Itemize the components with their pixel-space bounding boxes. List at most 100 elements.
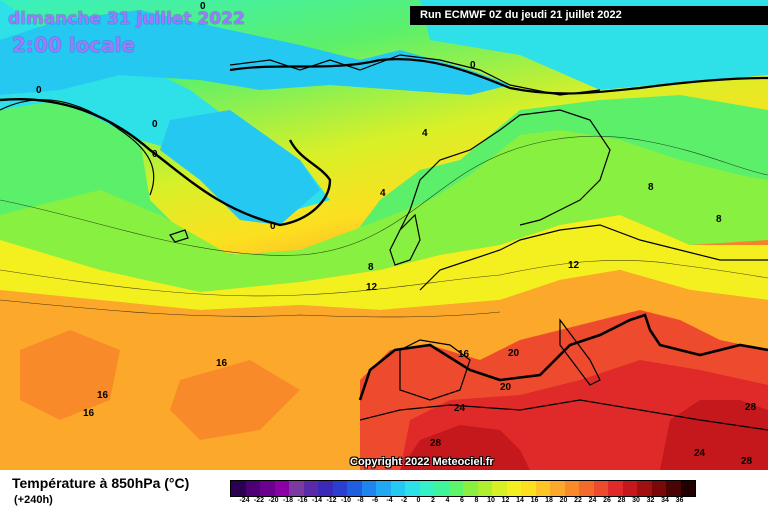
- color-scale-tick: 10: [487, 497, 495, 504]
- color-scale-tick: -14: [311, 497, 323, 504]
- isotherm-label: 16: [83, 408, 95, 419]
- isotherm-label: 0: [152, 119, 158, 130]
- color-swatch: [332, 481, 347, 496]
- isotherm-label: 28: [741, 456, 753, 467]
- isotherm-label: 8: [368, 262, 374, 273]
- yellow-zone: [0, 215, 768, 310]
- color-scale-tick: 30: [632, 497, 640, 504]
- isotherm-label: 24: [694, 448, 706, 459]
- scandinavia-coast: [399, 109, 611, 231]
- warm-cell-mid: [170, 360, 300, 440]
- color-swatch: [419, 481, 434, 496]
- color-scale-tick: -16: [297, 497, 308, 504]
- color-scale-tick: 32: [646, 497, 655, 504]
- color-swatch: [245, 481, 260, 496]
- very-cold-zone-north: [0, 10, 510, 95]
- legend-title: Température à 850hPa (°C): [12, 475, 190, 491]
- africa-coast: [359, 399, 768, 431]
- extreme-hot-zone: [400, 425, 530, 470]
- isotherm-label: 12: [568, 260, 580, 271]
- color-scale: [230, 480, 696, 497]
- very-cold-zone: [160, 110, 320, 225]
- color-swatch: [622, 481, 637, 496]
- color-swatch: [347, 481, 362, 496]
- color-swatch: [593, 481, 608, 496]
- color-scale-tick: -20: [268, 497, 279, 504]
- color-swatch: [521, 481, 536, 496]
- color-scale-tick: 20: [559, 497, 568, 504]
- color-scale-tick: -12: [326, 497, 337, 504]
- color-swatch: [608, 481, 623, 496]
- color-scale-tick: 26: [603, 497, 611, 504]
- color-scale-tick: 8: [474, 497, 479, 504]
- color-swatch: [637, 481, 652, 496]
- color-swatch: [579, 481, 594, 496]
- isotherm-label: 24: [454, 403, 466, 414]
- color-swatch: [405, 481, 420, 496]
- color-swatch: [231, 481, 246, 496]
- color-swatch: [680, 481, 695, 496]
- color-swatch: [506, 481, 521, 496]
- color-swatch: [492, 481, 507, 496]
- color-swatch: [376, 481, 391, 496]
- color-swatch: [666, 481, 681, 496]
- color-scale-tick: 2: [431, 497, 435, 504]
- color-scale-tick: 14: [516, 497, 524, 504]
- isotherm-thin: [0, 136, 768, 318]
- color-scale-tick: -10: [340, 497, 352, 504]
- isotherm-label: 8: [648, 182, 654, 193]
- color-scale-tick: -18: [282, 497, 294, 504]
- isotherm-label: 0: [36, 85, 42, 96]
- temperature-map: 0 0 0 0 0 0 4 4 8 8 8 12 12 16 16 16 16 …: [0, 0, 768, 470]
- color-scale-tick: -22: [253, 497, 265, 504]
- color-scale-tick: -2: [400, 497, 408, 504]
- isotherm-label: 0: [152, 149, 158, 160]
- color-scale-tick: -24: [239, 497, 250, 504]
- model-run-banner: Run ECMWF 0Z du jeudi 21 juillet 2022: [410, 6, 768, 25]
- isotherm-label: 0: [270, 221, 276, 232]
- color-scale-tick: 36: [675, 497, 684, 504]
- legend-subtitle: (+240h): [14, 494, 53, 506]
- light-green-zone: [0, 130, 768, 292]
- color-swatch: [448, 481, 463, 496]
- color-swatch: [289, 481, 304, 496]
- isotherm-label: 16: [97, 390, 109, 401]
- color-scale-tick: 12: [501, 497, 510, 504]
- color-swatch: [550, 481, 565, 496]
- isotherm-20: [358, 313, 768, 401]
- color-swatch: [564, 481, 579, 496]
- color-scale-tick: 28: [617, 497, 626, 504]
- forecast-time: 2:00 locale: [12, 33, 136, 57]
- color-scale-tick: -8: [357, 497, 364, 504]
- isotherm-0-north: [229, 58, 768, 95]
- isotherm-labels: 0 0 0 0 0 0 4 4 8 8 8 12 12 16 16 16 16 …: [36, 1, 757, 467]
- isotherm-0: [0, 98, 332, 227]
- color-swatch: [361, 481, 376, 496]
- color-swatch: [651, 481, 666, 496]
- isotherm-label: 16: [458, 349, 470, 360]
- color-scale-tick: 34: [661, 497, 669, 504]
- color-scale-tick: 6: [460, 497, 464, 504]
- color-scale-tick: 24: [588, 497, 597, 504]
- isotherm-label: 28: [745, 402, 757, 413]
- color-scale-tick: 16: [530, 497, 539, 504]
- isotherm-label: 16: [216, 358, 228, 369]
- isotherm-label: 20: [500, 382, 512, 393]
- europe-coast: [419, 224, 768, 291]
- color-scale-tick: -4: [386, 497, 393, 504]
- isotherm-label: 8: [716, 214, 722, 225]
- color-swatch: [303, 481, 318, 496]
- isotherm-label: 28: [430, 438, 442, 449]
- forecast-date: dimanche 31 juillet 2022: [8, 9, 245, 29]
- color-scale-tick: 4: [445, 497, 450, 504]
- isotherm-thin-16: [0, 299, 501, 318]
- color-swatch: [260, 481, 275, 496]
- color-swatch: [318, 481, 333, 496]
- color-scale-labels: -24 -22 -20 -18 -16 -14 -12 -10 -8 -6 -4 -2 0 2 4 6 8 10 1…: [230, 497, 710, 509]
- color-scale-tick: 22: [574, 497, 582, 504]
- isotherm-label: 4: [422, 128, 428, 139]
- color-scale-tick: 18: [545, 497, 553, 504]
- color-swatch: [434, 481, 449, 496]
- isotherm-label: 4: [380, 188, 386, 199]
- isotherm-thin-4: [0, 136, 768, 256]
